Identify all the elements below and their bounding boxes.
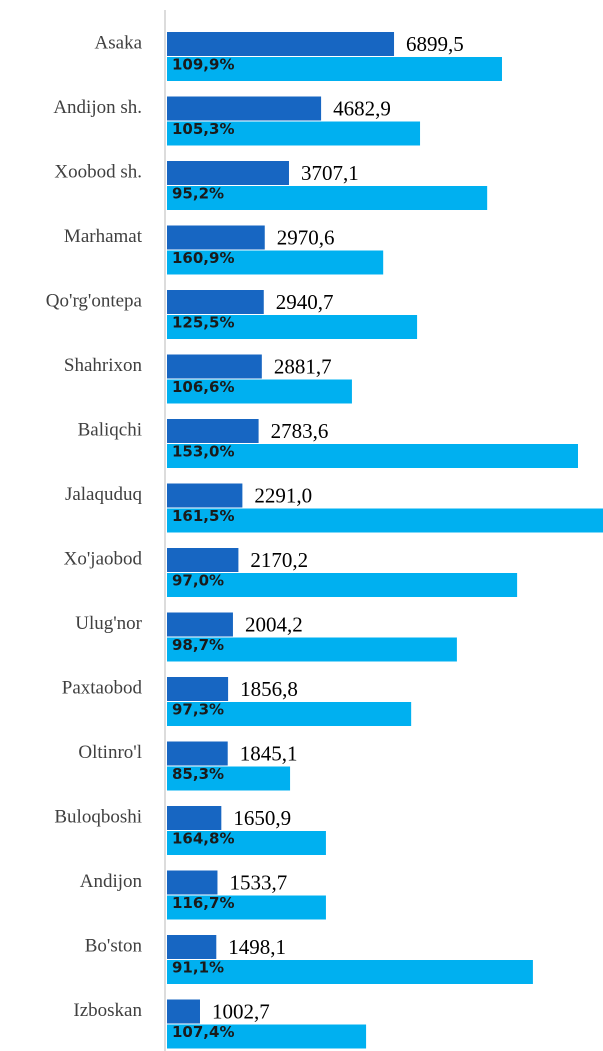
percent-label: 164,8%: [172, 830, 234, 848]
percent-label: 85,3%: [172, 765, 224, 783]
value-label: 1845,1: [240, 741, 298, 765]
percent-label: 98,7%: [172, 636, 224, 654]
bar: [167, 702, 412, 726]
bar: [167, 32, 395, 56]
bar: [167, 186, 488, 210]
category-label: Xoobod sh.: [54, 161, 142, 182]
bar: [167, 444, 578, 468]
value-label: 4682,9: [333, 96, 391, 120]
percent-label: 97,3%: [172, 701, 224, 719]
value-label: 2970,6: [277, 225, 335, 249]
value-label: 1498,1: [228, 935, 286, 959]
category-label: Jalaquduq: [65, 484, 143, 505]
bar: [167, 483, 243, 508]
bar: [167, 225, 265, 250]
percent-label: 105,3%: [172, 120, 234, 138]
bar: [167, 250, 384, 275]
percent-label: 125,5%: [172, 314, 234, 332]
category-label: Bo'ston: [85, 935, 143, 956]
value-label: 2881,7: [274, 354, 332, 378]
bar: [167, 831, 326, 855]
value-label: 2940,7: [276, 290, 334, 314]
bar: [167, 161, 289, 185]
bar: [167, 960, 533, 984]
bar: [167, 766, 291, 791]
category-label: Buloqboshi: [54, 806, 142, 827]
bar: [167, 419, 259, 443]
bar: [167, 741, 228, 766]
category-label: Baliqchi: [78, 419, 142, 440]
value-label: 6899,5: [406, 32, 464, 56]
bar: [167, 379, 352, 404]
bar: [167, 677, 229, 701]
percent-label: 161,5%: [172, 507, 234, 525]
percent-label: 116,7%: [172, 894, 234, 912]
percent-label: 97,0%: [172, 572, 224, 590]
value-label: 3707,1: [301, 161, 359, 185]
category-label: Andijon sh.: [53, 97, 142, 118]
category-label: Xo'jaobod: [64, 548, 143, 569]
value-label: 2291,0: [254, 483, 312, 507]
category-label: Oltinro'l: [78, 742, 142, 763]
percent-label: 153,0%: [172, 443, 234, 461]
bar: [167, 870, 218, 895]
bar: [167, 999, 200, 1024]
value-label: 1002,7: [212, 999, 270, 1023]
category-label: Ulug'nor: [75, 613, 142, 634]
bar: [167, 612, 233, 637]
percent-label: 160,9%: [172, 249, 234, 267]
bar: [167, 121, 421, 146]
bar: [167, 354, 262, 379]
bar: [167, 315, 418, 339]
bar: [167, 573, 518, 597]
percent-label: 106,6%: [172, 378, 234, 396]
category-label: Izboskan: [73, 1000, 142, 1021]
bar: [167, 1024, 367, 1049]
percent-label: 107,4%: [172, 1023, 234, 1041]
value-label: 2170,2: [250, 548, 308, 572]
category-label: Shahrixon: [64, 355, 143, 376]
percent-label: 91,1%: [172, 959, 224, 977]
bar: [167, 548, 239, 572]
bar: [167, 806, 222, 830]
bar: [167, 290, 264, 314]
value-label: 1650,9: [233, 806, 291, 830]
category-label: Asaka: [95, 32, 143, 53]
category-label: Marhamat: [64, 226, 143, 247]
bar: [167, 637, 457, 662]
value-label: 2004,2: [245, 612, 303, 636]
bar: [167, 935, 217, 959]
value-label: 2783,6: [271, 419, 329, 443]
category-label: Qo'rg'ontepa: [46, 290, 143, 311]
bar: [167, 96, 322, 121]
percent-label: 95,2%: [172, 185, 224, 203]
bar: [167, 57, 502, 81]
value-label: 1856,8: [240, 677, 298, 701]
percent-label: 109,9%: [172, 56, 234, 74]
category-label: Andijon: [80, 871, 143, 892]
category-label: Paxtaobod: [62, 677, 143, 698]
value-label: 1533,7: [229, 870, 287, 894]
bar: [167, 895, 326, 920]
bar: [167, 508, 603, 533]
